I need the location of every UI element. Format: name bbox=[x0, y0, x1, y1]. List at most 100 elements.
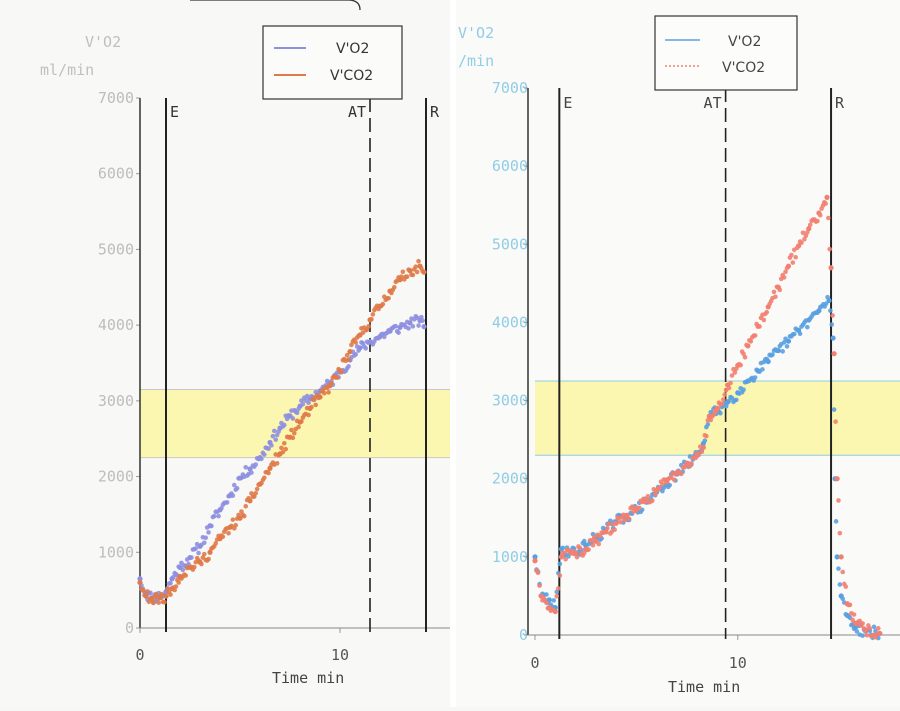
data-point bbox=[828, 308, 833, 313]
data-point bbox=[589, 538, 594, 543]
data-point bbox=[168, 580, 173, 586]
data-point bbox=[696, 452, 702, 458]
data-point bbox=[650, 498, 655, 503]
x-tick-label: 0 bbox=[135, 646, 144, 664]
data-point bbox=[326, 390, 331, 395]
y-tick-label: 2000 bbox=[98, 468, 134, 486]
data-point bbox=[159, 591, 164, 597]
data-point bbox=[347, 349, 353, 355]
data-point bbox=[241, 513, 247, 519]
data-point bbox=[176, 580, 181, 585]
data-point bbox=[860, 633, 865, 638]
data-point bbox=[561, 550, 567, 556]
right-legend: V'O2 V'CO2 bbox=[654, 15, 798, 91]
data-point bbox=[816, 308, 822, 314]
data-point bbox=[833, 419, 838, 424]
data-point bbox=[837, 582, 843, 587]
data-point bbox=[823, 301, 829, 306]
data-point bbox=[243, 464, 249, 470]
data-point bbox=[280, 449, 286, 455]
data-point bbox=[180, 567, 186, 573]
data-point bbox=[554, 593, 560, 599]
data-point bbox=[544, 592, 549, 597]
data-point bbox=[729, 373, 735, 378]
data-point bbox=[237, 515, 243, 521]
data-point bbox=[414, 269, 420, 275]
data-point bbox=[219, 505, 224, 511]
data-point bbox=[805, 230, 810, 235]
y-tick-label: 4000 bbox=[492, 313, 528, 331]
data-point bbox=[421, 269, 427, 275]
data-point bbox=[306, 400, 311, 406]
left-ylabel-line1: V'O2 bbox=[85, 33, 121, 51]
data-point bbox=[334, 375, 340, 380]
data-point bbox=[339, 369, 344, 375]
data-point bbox=[206, 556, 211, 562]
data-point bbox=[151, 600, 156, 606]
reference-band bbox=[535, 381, 900, 456]
data-point bbox=[399, 274, 404, 279]
left-legend-box bbox=[262, 25, 403, 100]
data-point bbox=[404, 274, 410, 280]
data-point bbox=[581, 550, 587, 556]
data-point bbox=[537, 583, 542, 588]
data-point bbox=[552, 608, 558, 615]
data-point bbox=[269, 443, 274, 448]
data-point bbox=[299, 419, 304, 424]
data-point bbox=[864, 632, 870, 638]
data-point bbox=[346, 364, 351, 369]
data-point bbox=[836, 498, 841, 503]
data-point bbox=[840, 569, 846, 575]
data-point bbox=[353, 352, 359, 357]
marker-label-e: E bbox=[563, 94, 572, 112]
data-point bbox=[764, 309, 770, 315]
right-panel: V'O2 /min 01000200030004000500060007000 … bbox=[456, 0, 900, 707]
data-point bbox=[274, 461, 280, 466]
data-point bbox=[199, 561, 204, 567]
data-point bbox=[209, 523, 214, 529]
data-point bbox=[391, 284, 397, 290]
series-vco2 bbox=[532, 194, 883, 640]
data-point bbox=[752, 375, 758, 380]
data-point bbox=[393, 323, 399, 329]
data-point bbox=[586, 547, 591, 552]
data-point bbox=[830, 335, 836, 341]
data-point bbox=[784, 344, 790, 349]
data-point bbox=[829, 322, 835, 327]
data-point bbox=[410, 324, 416, 329]
data-point bbox=[781, 340, 787, 345]
data-point bbox=[407, 320, 413, 326]
data-point bbox=[807, 222, 813, 228]
data-point bbox=[689, 461, 694, 466]
data-point bbox=[249, 470, 254, 475]
data-point bbox=[824, 194, 830, 200]
y-tick-label: 3000 bbox=[98, 392, 134, 410]
data-point bbox=[353, 340, 359, 345]
data-point bbox=[157, 595, 163, 601]
left-legend-vo2-label: V'O2 bbox=[336, 41, 369, 57]
y-tick-label: 0 bbox=[519, 626, 528, 644]
left-legend: V'O2 V'CO2 bbox=[262, 25, 403, 100]
data-point bbox=[618, 519, 623, 525]
data-point bbox=[860, 621, 865, 626]
x-tick-label: 0 bbox=[530, 654, 539, 672]
data-point bbox=[847, 602, 853, 608]
data-point bbox=[867, 626, 873, 631]
data-point bbox=[793, 254, 799, 260]
data-point bbox=[266, 446, 271, 451]
data-point bbox=[817, 212, 823, 218]
data-point bbox=[313, 402, 319, 408]
data-point bbox=[290, 416, 296, 421]
data-point bbox=[410, 272, 416, 278]
data-point bbox=[596, 541, 602, 547]
data-point bbox=[273, 437, 279, 442]
data-point bbox=[289, 427, 294, 433]
data-point bbox=[191, 564, 197, 570]
data-point bbox=[722, 392, 728, 397]
data-point bbox=[271, 428, 277, 434]
data-point bbox=[781, 275, 787, 280]
right-xlabel: Time min bbox=[668, 678, 740, 696]
data-point bbox=[281, 422, 287, 428]
data-point bbox=[254, 486, 260, 492]
data-point bbox=[838, 554, 844, 560]
